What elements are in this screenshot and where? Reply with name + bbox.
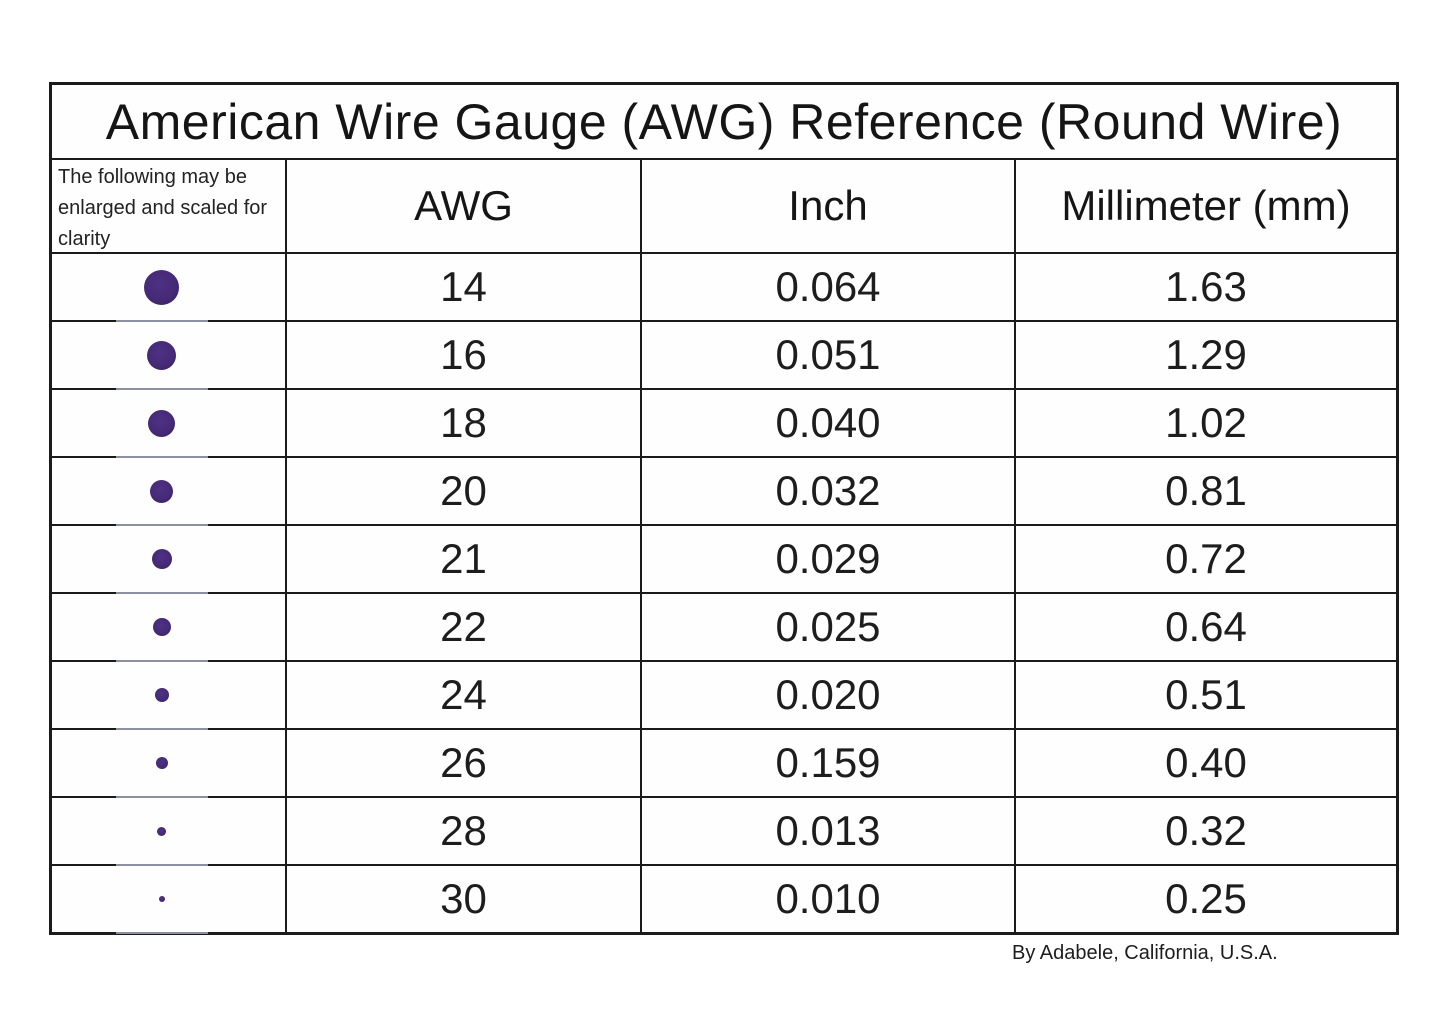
awg-value: 28 [285,796,640,864]
mm-value: 0.81 [1014,456,1396,524]
dot-underline [115,660,208,662]
mm-value: 0.51 [1014,660,1396,728]
dot-underline [115,456,208,458]
awg-value: 18 [285,388,640,456]
wire-dot [158,896,165,902]
mm-value: 0.72 [1014,524,1396,592]
dot-underline [115,524,208,526]
awg-value: 26 [285,728,640,796]
awg-value: 24 [285,660,640,728]
wire-dot [157,826,166,836]
table-title: American Wire Gauge (AWG) Reference (Rou… [52,85,1396,158]
wire-size-cell [52,592,285,662]
mm-value: 0.64 [1014,592,1396,660]
awg-value: 21 [285,524,640,592]
inch-value: 0.010 [640,864,1014,932]
wire-size-cell [52,252,285,322]
inch-value: 0.159 [640,728,1014,796]
wire-size-cell [52,320,285,390]
inch-value: 0.051 [640,320,1014,388]
dot-underline [115,592,208,594]
inch-value: 0.013 [640,796,1014,864]
column-header-mm: Millimeter (mm) [1014,158,1396,252]
wire-dot [144,269,179,305]
dot-underline [115,796,208,798]
wire-dot [148,409,175,437]
mm-value: 0.40 [1014,728,1396,796]
mm-value: 1.02 [1014,388,1396,456]
inch-value: 0.029 [640,524,1014,592]
inch-value: 0.020 [640,660,1014,728]
awg-value: 22 [285,592,640,660]
wire-dot [154,688,169,702]
dot-underline [115,932,208,934]
awg-value: 30 [285,864,640,932]
inch-value: 0.040 [640,388,1014,456]
awg-reference-table: American Wire Gauge (AWG) Reference (Rou… [49,82,1399,935]
wire-dot [147,340,176,370]
note-cell: The following may be enlarged and scaled… [52,158,285,252]
wire-dot [155,757,168,769]
mm-value: 1.63 [1014,252,1396,320]
wire-size-cell [52,728,285,798]
dot-underline [115,728,208,730]
mm-value: 1.29 [1014,320,1396,388]
credit-text: By Adabele, California, U.S.A. [1012,942,1278,964]
column-header-awg: AWG [285,158,640,252]
wire-size-cell [52,660,285,730]
column-header-inch: Inch [640,158,1014,252]
wire-size-cell [52,388,285,458]
wire-dot [151,549,172,569]
inch-value: 0.032 [640,456,1014,524]
wire-size-cell [52,796,285,866]
awg-value: 20 [285,456,640,524]
wire-size-cell [52,864,285,934]
awg-value: 16 [285,320,640,388]
awg-value: 14 [285,252,640,320]
wire-dot [152,618,171,636]
dot-underline [115,388,208,390]
inch-value: 0.064 [640,252,1014,320]
inch-value: 0.025 [640,592,1014,660]
dot-underline [115,320,208,322]
mm-value: 0.32 [1014,796,1396,864]
wire-dot [150,479,173,503]
wire-size-cell [52,456,285,526]
dot-underline [115,864,208,866]
wire-size-cell [52,524,285,594]
mm-value: 0.25 [1014,864,1396,932]
